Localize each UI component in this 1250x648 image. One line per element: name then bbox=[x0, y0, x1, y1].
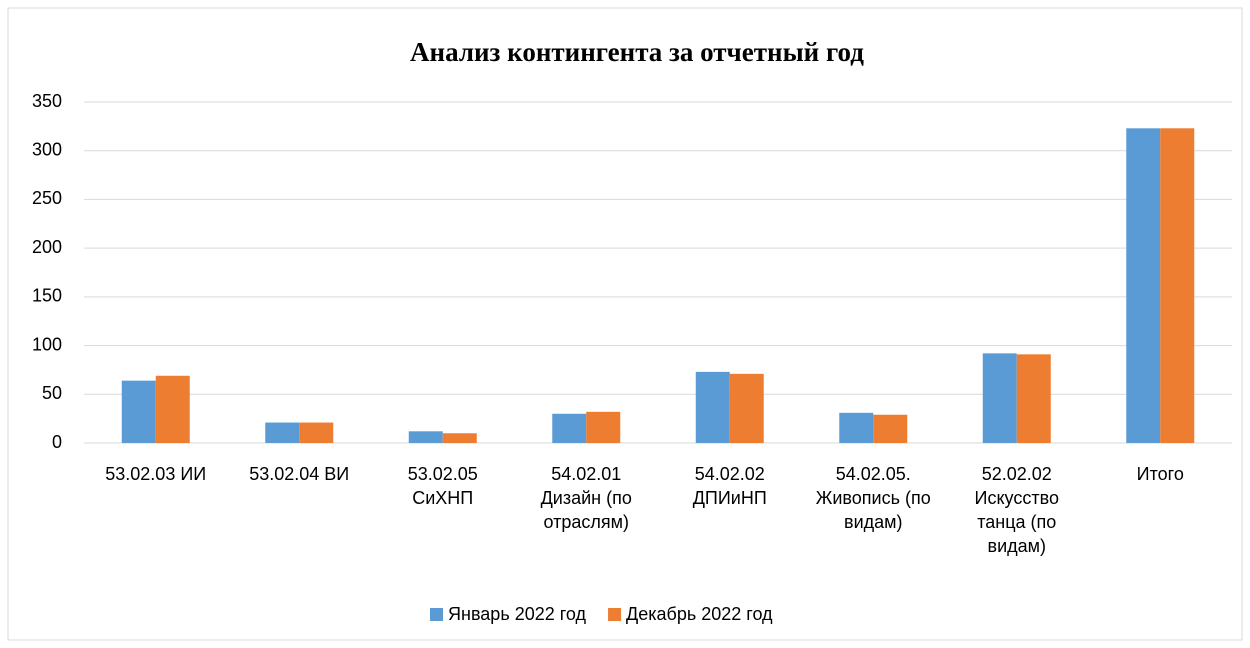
x-tick-label: 54.02.02 ДПИиНП bbox=[692, 464, 767, 508]
x-tick-label: 52.02.02 Искусство танца (по видам) bbox=[974, 464, 1059, 556]
y-tick-label: 100 bbox=[32, 334, 62, 354]
bar bbox=[729, 373, 764, 443]
y-tick-label: 350 bbox=[32, 91, 62, 111]
bar bbox=[408, 431, 443, 443]
y-tick-label: 200 bbox=[32, 237, 62, 257]
bar bbox=[1016, 354, 1051, 443]
x-tick-label: 54.02.05. Живопись (по видам) bbox=[815, 464, 931, 532]
bar bbox=[299, 422, 334, 443]
y-tick-label: 150 bbox=[32, 286, 62, 306]
bar bbox=[155, 375, 190, 443]
chart-border bbox=[7, 7, 1243, 641]
bar bbox=[552, 413, 587, 443]
x-tick-label: Итого bbox=[1136, 464, 1184, 484]
legend-label: Декабрь 2022 год bbox=[626, 604, 773, 624]
x-tick-label: 53.02.05 СиХНП bbox=[407, 464, 478, 508]
bar bbox=[982, 353, 1017, 443]
x-tick-label: 54.02.01 Дизайн (по отраслям) bbox=[540, 464, 632, 532]
y-tick-label: 300 bbox=[32, 139, 62, 159]
legend-swatch bbox=[430, 608, 443, 621]
bar bbox=[265, 422, 300, 443]
x-tick-label: 53.02.03 ИИ bbox=[105, 464, 207, 484]
bar bbox=[695, 371, 730, 443]
legend-label: Январь 2022 год bbox=[448, 604, 587, 624]
bar bbox=[586, 411, 621, 443]
bar bbox=[1126, 128, 1161, 443]
y-tick-label: 50 bbox=[42, 383, 62, 403]
bar bbox=[839, 412, 874, 443]
bar bbox=[873, 414, 908, 443]
y-tick-label: 250 bbox=[32, 188, 62, 208]
bar bbox=[1160, 128, 1195, 443]
bar bbox=[442, 433, 477, 443]
y-tick-label: 0 bbox=[52, 432, 62, 452]
chart-title: Анализ контингента за отчетный год bbox=[410, 37, 864, 67]
bar bbox=[121, 380, 156, 443]
legend-swatch bbox=[608, 608, 622, 621]
x-tick-label: 53.02.04 ВИ bbox=[249, 464, 350, 484]
